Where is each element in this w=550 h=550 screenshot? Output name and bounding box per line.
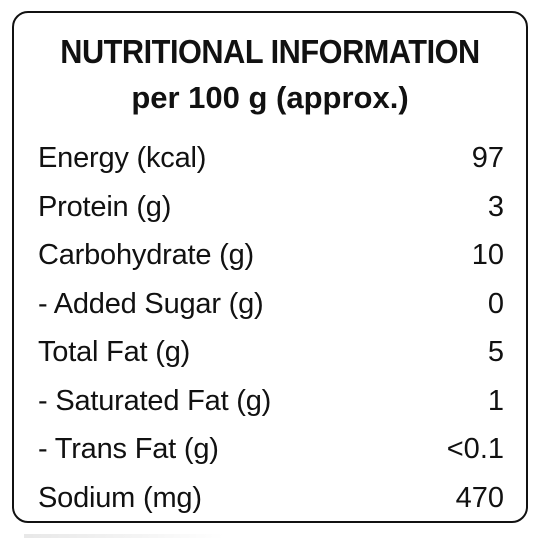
nutrient-value: 97 — [471, 142, 504, 175]
nutrient-value: <0.1 — [446, 433, 504, 466]
nutrient-value: 5 — [487, 336, 504, 369]
nutrient-name: - Added Sugar (g) — [38, 287, 264, 320]
nutrient-name: Total Fat (g) — [38, 336, 191, 369]
nutrient-value: 1 — [487, 384, 504, 417]
nutrient-name: - Saturated Fat (g) — [38, 384, 272, 417]
nutrient-value: 0 — [487, 287, 504, 320]
nutrient-table: Energy (kcal) 97 Protein (g) 3 Carbohydr… — [38, 134, 504, 522]
nutrient-value: 10 — [471, 239, 504, 272]
nutrient-row-added-sugar: - Added Sugar (g) 0 — [38, 280, 504, 329]
nutrient-row-total-fat: Total Fat (g) 5 — [38, 328, 504, 377]
nutrient-row-carbohydrate: Carbohydrate (g) 10 — [38, 231, 504, 280]
nutrition-label: NUTRITIONAL INFORMATION per 100 g (appro… — [12, 11, 528, 523]
nutrient-name: Sodium (mg) — [38, 481, 202, 514]
nutrient-name: Carbohydrate (g) — [38, 239, 255, 272]
nutrient-name: Protein (g) — [38, 190, 172, 223]
print-smudge — [24, 534, 224, 538]
nutrient-value: 470 — [455, 481, 504, 514]
nutrient-row-protein: Protein (g) 3 — [38, 183, 504, 232]
nutrient-row-sodium: Sodium (mg) 470 — [38, 474, 504, 523]
label-title: NUTRITIONAL INFORMATION — [60, 33, 480, 70]
nutrient-row-saturated-fat: - Saturated Fat (g) 1 — [38, 377, 504, 426]
nutrient-row-trans-fat: - Trans Fat (g) <0.1 — [38, 425, 504, 474]
nutrient-name: - Trans Fat (g) — [38, 433, 219, 466]
label-subtitle: per 100 g (approx.) — [131, 80, 409, 115]
nutrient-name: Energy (kcal) — [38, 142, 207, 175]
nutrient-value: 3 — [487, 190, 504, 223]
nutrient-row-energy: Energy (kcal) 97 — [38, 134, 504, 183]
